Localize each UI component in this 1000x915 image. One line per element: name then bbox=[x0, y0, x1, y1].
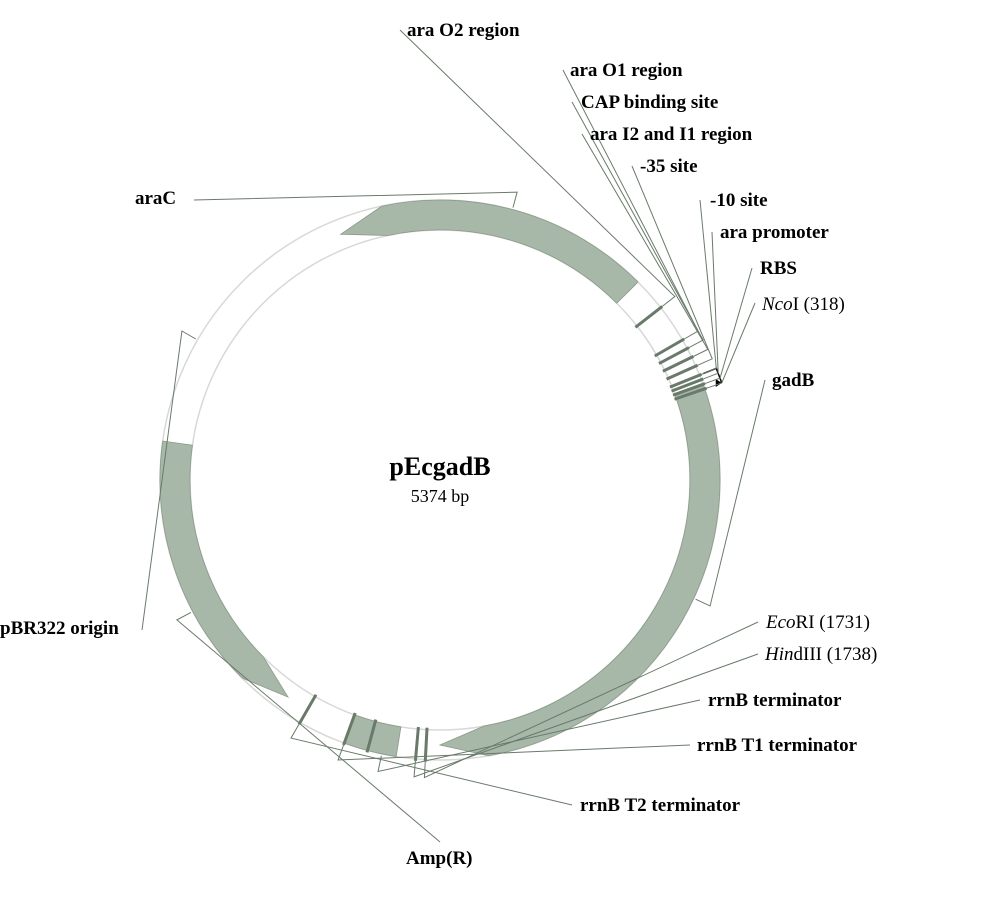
label-rrnb-t2: rrnB T2 terminator bbox=[580, 795, 740, 817]
label-hindiii-italic: Hin bbox=[765, 644, 794, 665]
plasmid-name: pEcgadB bbox=[340, 452, 540, 482]
label-araO2: ara O2 region bbox=[407, 20, 520, 42]
label-gadb: gadB bbox=[772, 370, 814, 392]
label-arac: araC bbox=[135, 188, 176, 210]
label-hindiii-rest: dIII (1738) bbox=[794, 644, 878, 665]
label-ecori-italic: Eco bbox=[766, 612, 796, 633]
label-rrnb-term: rrnB terminator bbox=[708, 690, 841, 712]
label-hindiii: HindIII (1738) bbox=[765, 644, 877, 666]
label-ecori: EcoRI (1731) bbox=[766, 612, 870, 634]
label-rrnb-t1: rrnB T1 terminator bbox=[697, 735, 857, 757]
plasmid-size: 5374 bp bbox=[340, 486, 540, 507]
label-araI: ara I2 and I1 region bbox=[590, 124, 752, 146]
label-minus35: -35 site bbox=[640, 156, 698, 178]
label-ecori-rest: RI (1731) bbox=[796, 612, 870, 633]
label-minus10: -10 site bbox=[710, 190, 768, 212]
label-ncoi-italic: Nco bbox=[762, 294, 793, 315]
label-ncoi-rest: I (318) bbox=[793, 294, 845, 315]
label-araO1: ara O1 region bbox=[570, 60, 683, 82]
label-ampr: Amp(R) bbox=[406, 848, 473, 870]
label-ncoi: NcoI (318) bbox=[762, 294, 845, 316]
label-rbs: RBS bbox=[760, 258, 797, 280]
label-ara-promoter: ara promoter bbox=[720, 222, 829, 244]
label-pbr322: pBR322 origin bbox=[0, 618, 119, 640]
label-cap: CAP binding site bbox=[581, 92, 718, 114]
